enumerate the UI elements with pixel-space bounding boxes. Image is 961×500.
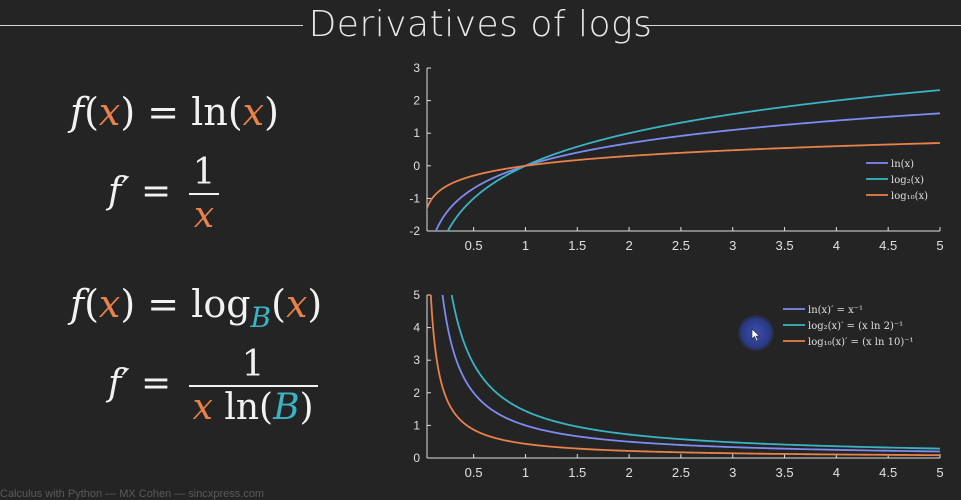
fraction-numerator: 1 <box>192 152 216 193</box>
legend-label: log₁₀(x)′ = (x ln 10)⁻¹ <box>808 337 914 348</box>
y-tick-label: 0 <box>413 451 420 465</box>
formula-logb-derivative: f′ = 1 x ln(B) <box>108 344 318 428</box>
x-tick-label: 4.5 <box>879 238 897 253</box>
fraction-denominator: x <box>188 193 220 236</box>
formula-fn-name: f <box>70 90 85 134</box>
x-tick-label: 3 <box>729 238 736 253</box>
x-tick-label: 2.5 <box>672 465 690 480</box>
log-derivatives-chart: 0.5 1 1.5 2 2.5 3 3.5 4 4.5 5 0 1 2 3 4 5 ln(x)′ = x⁻¹ lo… <box>413 288 943 480</box>
series-line-inv_ln <box>441 295 940 453</box>
fraction: 1 x ln(B) <box>188 344 318 428</box>
series-line-ln <box>434 112 940 231</box>
fraction-numerator: 1 <box>241 344 265 385</box>
series-line-log2 <box>446 89 940 231</box>
y-tick-label: 3 <box>413 61 420 75</box>
legend-label: ln(x)′ = x⁻¹ <box>808 305 863 316</box>
x-tick-label: 4 <box>833 238 840 253</box>
x-tick-label: 3.5 <box>776 465 794 480</box>
legend-label: log₂(x) <box>891 175 924 186</box>
y-tick-label: 1 <box>413 418 420 432</box>
x-tick-label: 3.5 <box>776 238 794 253</box>
y-tick-label: 2 <box>413 386 420 400</box>
formula-var: x <box>242 90 265 134</box>
y-tick-label: -2 <box>409 224 420 238</box>
y-tick-label: 5 <box>413 288 420 302</box>
log-functions-chart: 0.5 1 1.5 2 2.5 3 3.5 4 4.5 5 -2 -1 0 1 2 3 ln(x) log₂(x)… <box>409 61 943 253</box>
x-tick-label: 0.5 <box>465 465 483 480</box>
legend-label: ln(x) <box>891 159 914 170</box>
cursor-icon <box>751 328 761 342</box>
y-tick-label: 4 <box>413 321 420 335</box>
legend-label: log₂(x)′ = (x ln 2)⁻¹ <box>808 321 903 332</box>
x-tick-label: 2 <box>625 465 632 480</box>
y-tick-label: 3 <box>413 353 420 367</box>
formula-var: x <box>98 90 121 134</box>
formula-var: x <box>98 282 121 326</box>
fraction-base: B <box>273 387 300 428</box>
formula-ln-fn: ln <box>191 90 228 134</box>
derivative-symbol: f′ <box>108 363 130 404</box>
formula-logb: f(x) = logB(x) <box>70 282 323 334</box>
y-tick-label: 2 <box>413 94 420 108</box>
fraction-ln: ln <box>224 387 260 428</box>
formula-fn-name: f <box>70 282 85 326</box>
legend-label: log₁₀(x) <box>891 191 928 202</box>
x-tick-label: 1 <box>522 238 529 253</box>
formula-ln: f(x) = ln(x) <box>70 90 279 134</box>
x-tick-label: 5 <box>936 238 943 253</box>
series-line-inv_log10 <box>429 295 940 457</box>
derivative-symbol: f′ <box>108 171 130 212</box>
y-tick-label: 0 <box>413 159 420 173</box>
fraction-var: x <box>192 387 213 428</box>
fraction-denominator: x ln(B) <box>188 385 318 428</box>
x-tick-label: 0.5 <box>465 238 483 253</box>
x-tick-label: 2.5 <box>672 238 690 253</box>
slide-footer: Calculus with Python — MX Cohen — sincxp… <box>0 488 265 500</box>
series-line-log10 <box>427 142 940 212</box>
x-tick-label: 2 <box>625 238 632 253</box>
x-tick-label: 1.5 <box>568 238 586 253</box>
x-tick-label: 4.5 <box>879 465 897 480</box>
x-tick-label: 4 <box>833 465 840 480</box>
slide-title: Derivatives of logs <box>308 4 653 45</box>
formula-var: x <box>285 282 308 326</box>
y-tick-label: -1 <box>409 191 420 205</box>
formula-log-base: B <box>250 301 272 334</box>
series-line-inv_log2 <box>450 295 940 450</box>
formula-ln-derivative: f′ = 1 x <box>108 152 220 236</box>
title-rule-right <box>638 25 961 26</box>
y-tick-label: 1 <box>413 126 420 140</box>
fraction: 1 x <box>188 152 220 236</box>
title-rule-left <box>0 25 303 26</box>
x-tick-label: 3 <box>729 465 736 480</box>
x-tick-label: 1 <box>522 465 529 480</box>
x-tick-label: 1.5 <box>568 465 586 480</box>
slide-header: Derivatives of logs <box>0 0 961 52</box>
x-tick-label: 5 <box>936 465 943 480</box>
formula-log-fn: log <box>191 282 251 326</box>
